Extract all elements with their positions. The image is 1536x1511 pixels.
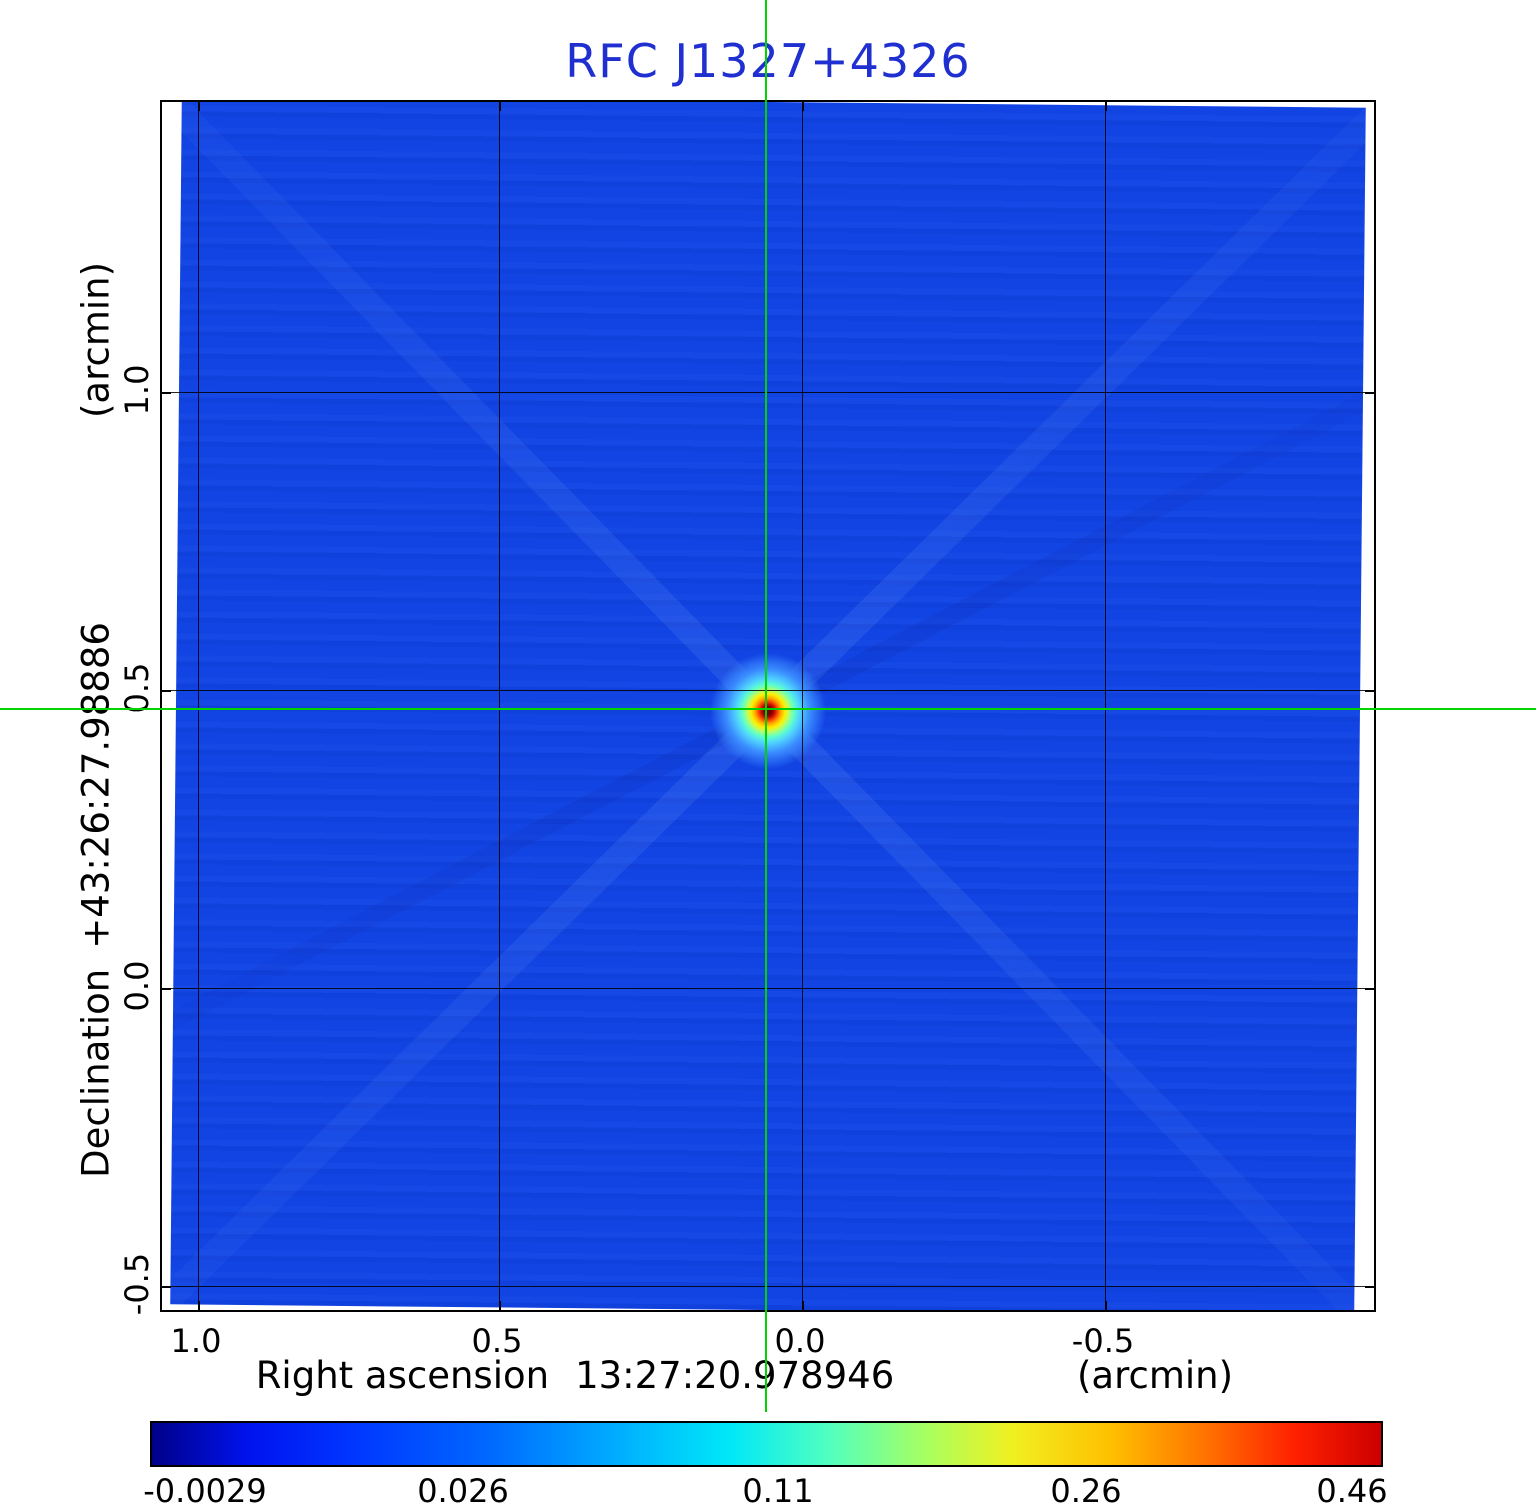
y-axis-coordinate-value: +43:26:27.98886 xyxy=(74,622,118,949)
y-tick-label: -0.5 xyxy=(118,1252,156,1316)
x-axis-coordinate-value: 13:27:20.978946 xyxy=(575,1354,895,1397)
y-axis-unit-label: (arcmin) xyxy=(74,261,118,419)
x-axis-label-text: Right ascension xyxy=(255,1354,550,1397)
image-panel xyxy=(160,100,1376,1312)
grid-line-horizontal xyxy=(162,988,1374,989)
x-tick-label: 1.0 xyxy=(170,1322,222,1360)
x-axis-label: Right ascension 13:27:20.978946 xyxy=(256,1354,895,1397)
grid-line-horizontal xyxy=(162,1286,1374,1287)
x-tick-label: -0.5 xyxy=(1071,1322,1135,1360)
grid-line-horizontal xyxy=(162,392,1374,393)
y-axis-label-text: Declination xyxy=(74,968,118,1178)
axis-tick xyxy=(162,392,171,394)
axis-tick xyxy=(1365,690,1374,692)
x-tick-label: 0.0 xyxy=(774,1322,826,1360)
axis-tick xyxy=(1365,392,1374,394)
axis-tick xyxy=(162,988,171,990)
point-source xyxy=(698,641,838,781)
colorbar-tick-label: 0.026 xyxy=(417,1472,509,1510)
axis-tick xyxy=(1105,102,1107,111)
colorbar-tick-label: 0.46 xyxy=(1316,1472,1388,1510)
y-tick-label: 1.0 xyxy=(118,364,156,416)
y-axis-label: Declination +43:26:27.98886 xyxy=(75,622,118,1178)
plot-title: RFC J1327+4326 xyxy=(565,34,971,88)
axis-tick xyxy=(162,690,171,692)
axis-tick xyxy=(1105,1301,1107,1310)
y-tick-label: 0.0 xyxy=(118,960,156,1012)
colorbar-tick-label: 0.26 xyxy=(1050,1472,1122,1510)
axis-tick xyxy=(499,102,501,111)
axis-tick xyxy=(1365,988,1374,990)
colorbar-tick-label: -0.0029 xyxy=(143,1472,267,1510)
x-tick-label: 0.5 xyxy=(471,1322,523,1360)
colorbar-tick-label: 0.11 xyxy=(742,1472,814,1510)
axis-tick xyxy=(162,1286,171,1288)
axis-tick xyxy=(802,1301,804,1310)
grid-line-vertical xyxy=(499,102,500,1310)
colorbar xyxy=(150,1421,1383,1467)
axis-tick xyxy=(1365,1286,1374,1288)
axis-tick xyxy=(499,1301,501,1310)
crosshair-horizontal-line xyxy=(0,708,1536,710)
axis-tick xyxy=(198,1301,200,1310)
grid-line-vertical xyxy=(198,102,199,1310)
y-tick-label: 0.5 xyxy=(118,662,156,714)
axis-tick xyxy=(802,102,804,111)
crosshair-vertical-line xyxy=(765,0,767,1412)
axis-tick xyxy=(198,102,200,111)
grid-line-vertical xyxy=(1105,102,1106,1310)
grid-line-vertical xyxy=(802,102,803,1310)
grid-line-horizontal xyxy=(162,690,1374,691)
x-axis-unit-label: (arcmin) xyxy=(1076,1354,1234,1397)
